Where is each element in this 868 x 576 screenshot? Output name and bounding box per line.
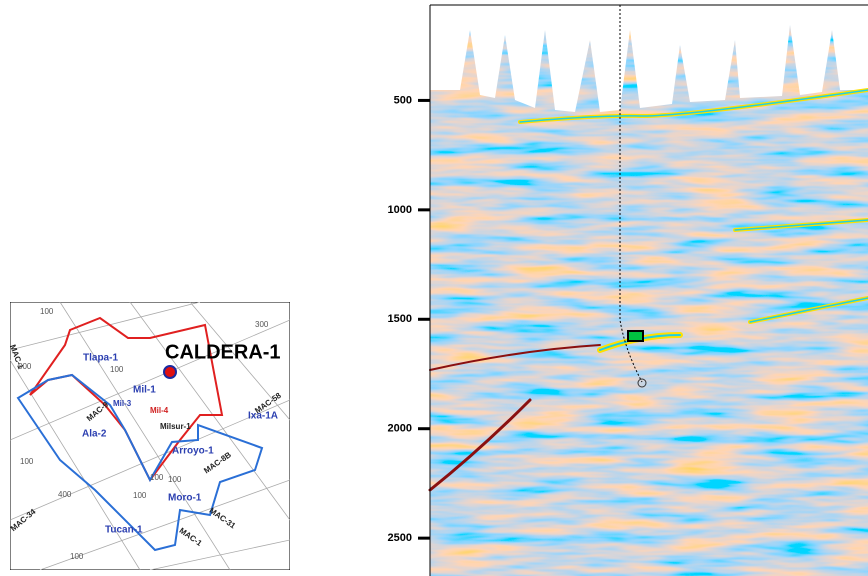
well-label: Arroyo-1 — [172, 446, 214, 457]
contour-label: 100 — [150, 473, 164, 482]
target — [628, 331, 643, 341]
well-label: Moro-1 — [168, 493, 202, 504]
contour-label: 100 — [20, 457, 34, 466]
y-tick-label: 500 — [394, 94, 412, 106]
well-label: Mil-4 — [150, 406, 169, 415]
seismic-section — [430, 5, 868, 576]
figure: CALDERA-1 Tlapa-1 Mil-1 Mil-3 Mil-4 Mils… — [0, 0, 868, 576]
well-label: Milsur-1 — [160, 422, 191, 431]
caldera-well — [164, 366, 176, 378]
y-tick-label: 2500 — [388, 532, 412, 544]
well-label: Tucan-1 — [105, 525, 143, 536]
well-label: Tlapa-1 — [83, 353, 118, 364]
y-tick-label: 2000 — [388, 423, 412, 435]
well-label: Mil-3 — [113, 399, 132, 408]
contour-label: 100 — [168, 475, 182, 484]
page: CALDERA-1 Tlapa-1 Mil-1 Mil-3 Mil-4 Mils… — [0, 0, 868, 576]
contour-label: 500 — [18, 362, 32, 371]
well-label: Ala-2 — [82, 429, 107, 440]
contour-label: 100 — [40, 307, 54, 316]
contour-label: 400 — [58, 490, 72, 499]
map: CALDERA-1 Tlapa-1 Mil-1 Mil-3 Mil-4 Mils… — [8, 302, 290, 570]
contour-label: 300 — [255, 320, 269, 329]
y-tick-label: 1500 — [388, 313, 412, 325]
contour-label: 100 — [133, 491, 147, 500]
contour-label: 100 — [110, 365, 124, 374]
contour-label: 100 — [70, 552, 84, 561]
map-title: CALDERA-1 — [165, 341, 281, 363]
well-label: Ixa-1A — [248, 411, 278, 422]
well-label: Mil-1 — [133, 385, 156, 396]
y-tick-label: 1000 — [388, 204, 412, 216]
